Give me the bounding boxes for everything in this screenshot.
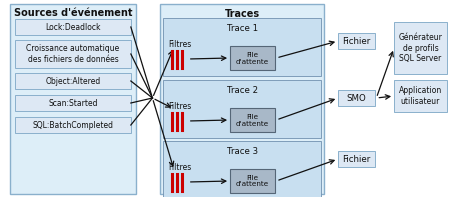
Text: Filtres: Filtres [168,102,191,111]
Bar [230,169,275,193]
Text: Object:Altered: Object:Altered [45,76,100,85]
Text: Filtres: Filtres [168,40,191,49]
Bar [15,73,131,89]
Bar [15,117,131,133]
Text: SQL:BatchCompleted: SQL:BatchCompleted [32,121,113,129]
Bar [163,141,321,197]
Bar [338,33,375,49]
Bar [230,46,275,70]
Bar [160,4,324,194]
Bar [163,18,321,76]
Text: Trace 3: Trace 3 [227,147,258,155]
Bar [10,4,136,194]
Text: Fichier: Fichier [342,36,371,46]
Bar [15,95,131,111]
Text: SMO: SMO [347,94,367,102]
Text: Trace 2: Trace 2 [227,85,258,95]
Text: Traces: Traces [225,9,260,19]
Bar [15,19,131,35]
Bar [394,80,447,112]
Bar [338,151,375,167]
Text: File
d'attente: File d'attente [236,175,269,188]
Text: Générateur
de profils
SQL Server: Générateur de profils SQL Server [399,33,442,63]
Text: Sources d'événement: Sources d'événement [14,8,132,18]
Text: Trace 1: Trace 1 [227,23,258,33]
Text: Scan:Started: Scan:Started [48,98,98,108]
Bar [230,108,275,132]
Bar [15,40,131,68]
Text: Fichier: Fichier [342,154,371,164]
Text: File
d'attente: File d'attente [236,113,269,126]
Bar [394,22,447,74]
Bar [163,80,321,138]
Text: Filtres: Filtres [168,163,191,172]
Text: Lock:Deadlock: Lock:Deadlock [45,22,101,32]
Bar [338,90,375,106]
Text: Croissance automatique
des fichiers de données: Croissance automatique des fichiers de d… [26,44,120,64]
Text: Application
utilisateur: Application utilisateur [399,86,442,106]
Text: File
d'attente: File d'attente [236,51,269,64]
